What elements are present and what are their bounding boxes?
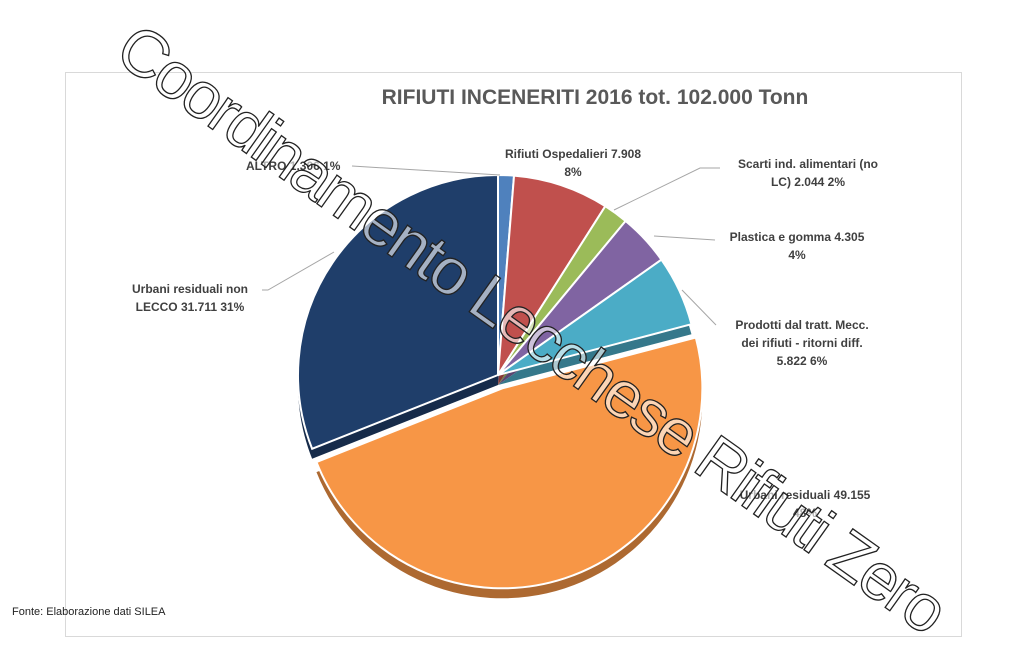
pie-slice	[497, 174, 607, 376]
label-line: Prodotti dal tratt. Mecc.	[735, 318, 869, 332]
label-urbani-residuali: Urbani residuali 49.155 48%	[720, 486, 890, 522]
label-line: 8%	[564, 165, 582, 179]
label-scarti: Scarti ind. alimentari (no LC) 2.044 2%	[718, 155, 898, 191]
label-plastica: Plastica e gomma 4.305 4%	[712, 228, 882, 264]
label-line: dei rifiuti - ritorni diff.	[741, 336, 863, 350]
pie-slice	[497, 258, 693, 376]
label-ospedalieri: Rifiuti Ospedalieri 7.908 8%	[488, 145, 658, 181]
chart-frame	[65, 72, 962, 637]
label-non-lecco: Urbani residuali non LECCO 31.711 31%	[115, 280, 265, 316]
pie-slice	[315, 336, 704, 590]
label-line: 4%	[788, 248, 806, 262]
leader-line	[262, 251, 335, 291]
label-line: 5.822 6%	[776, 354, 828, 368]
pie-slice	[297, 173, 499, 451]
label-line: LECCO 31.711 31%	[135, 300, 245, 314]
label-line: 48%	[792, 506, 818, 520]
chart-title: RIFIUTI INCENERITI 2016 tot. 102.000 Ton…	[381, 86, 809, 109]
label-line: LC) 2.044 2%	[770, 175, 846, 189]
label-line: Rifiuti Ospedalieri 7.908	[504, 147, 642, 161]
label-altro: ALTRO 1.306 1%	[246, 159, 341, 173]
leader-line	[613, 167, 720, 211]
label-line: Urbani residuali 49.155	[739, 488, 871, 502]
source-note: Fonte: Elaborazione dati SILEA	[12, 606, 166, 618]
label-line: Urbani residuali non	[131, 282, 248, 296]
leader-line	[681, 289, 717, 326]
label-line: Scarti ind. alimentari (no	[737, 157, 879, 171]
leader-line	[653, 235, 716, 241]
leader-line	[351, 165, 501, 176]
label-line: Plastica e gomma 4.305	[729, 230, 865, 244]
label-prodotti: Prodotti dal tratt. Mecc. dei rifiuti - r…	[712, 316, 892, 370]
